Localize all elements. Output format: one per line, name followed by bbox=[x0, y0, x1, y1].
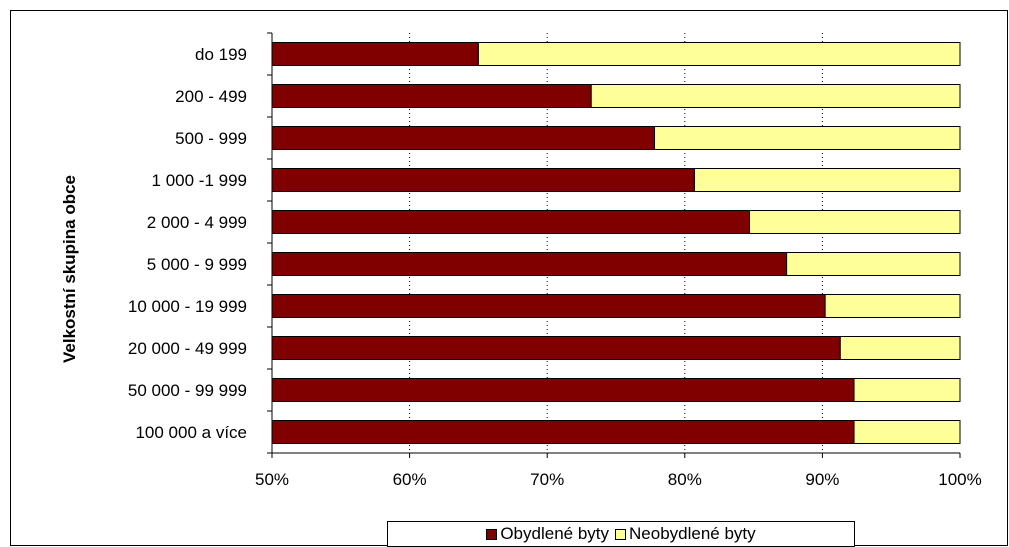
x-tick-label: 100% bbox=[938, 470, 981, 489]
bar-neobydlene bbox=[786, 252, 961, 276]
x-tick-label: 80% bbox=[668, 470, 702, 489]
chart-frame: do 199 200 - 499 500 - 999 1 000 -1 999 2 00… bbox=[10, 10, 1008, 547]
bars bbox=[271, 42, 961, 444]
category-label: 2 000 - 4 999 bbox=[147, 213, 247, 232]
legend-label-obydlene: Obydlené byty bbox=[500, 524, 610, 543]
bar-neobydlene bbox=[824, 294, 961, 318]
x-tick-label: 50% bbox=[255, 470, 289, 489]
x-tick-label: 70% bbox=[530, 470, 564, 489]
x-tick-label: 90% bbox=[805, 470, 839, 489]
legend-label-neobydlene: Neobydlené byty bbox=[629, 524, 756, 543]
legend-item-neobydlene: Neobydlené byty bbox=[615, 524, 756, 544]
bar-obydlene bbox=[271, 84, 592, 108]
bar-obydlene bbox=[271, 42, 479, 66]
category-label: 10 000 - 19 999 bbox=[128, 297, 247, 316]
bar-neobydlene bbox=[839, 336, 961, 360]
category-label: 100 000 a více bbox=[135, 423, 247, 442]
x-tick-label: 60% bbox=[393, 470, 427, 489]
bar-neobydlene bbox=[853, 420, 961, 444]
bar-obydlene bbox=[271, 252, 788, 276]
bar-neobydlene bbox=[748, 210, 961, 234]
category-label: 500 - 999 bbox=[175, 129, 247, 148]
bar-obydlene bbox=[271, 294, 826, 318]
legend: Obydlené byty Neobydlené byty bbox=[387, 521, 855, 547]
axes bbox=[267, 32, 961, 458]
category-label: do 199 bbox=[195, 45, 247, 64]
bar-neobydlene bbox=[477, 42, 961, 66]
legend-swatch-neobydlene bbox=[615, 528, 627, 540]
bar-obydlene bbox=[271, 336, 841, 360]
legend-item-obydlene: Obydlené byty bbox=[486, 524, 609, 544]
bar-neobydlene bbox=[853, 378, 961, 402]
bar-obydlene bbox=[271, 210, 750, 234]
category-label: 1 000 -1 999 bbox=[152, 171, 247, 190]
bar-obydlene bbox=[271, 378, 855, 402]
bar-obydlene bbox=[271, 420, 855, 444]
category-label: 5 000 - 9 999 bbox=[147, 255, 247, 274]
category-labels: do 199 200 - 499 500 - 999 1 000 -1 999 2 00… bbox=[128, 45, 247, 442]
bar-neobydlene bbox=[693, 168, 961, 192]
bar-obydlene bbox=[271, 126, 656, 150]
bar-neobydlene bbox=[590, 84, 961, 108]
y-axis-label: Velkostní skupina obce bbox=[60, 175, 79, 363]
category-label: 20 000 - 49 999 bbox=[128, 339, 247, 358]
category-label: 50 000 - 99 999 bbox=[128, 381, 247, 400]
category-label: 200 - 499 bbox=[175, 87, 247, 106]
bar-neobydlene bbox=[654, 126, 961, 150]
tick-labels: 50% 60% 70% 80% 90% 100% bbox=[255, 470, 982, 489]
legend-swatch-obydlene bbox=[486, 528, 498, 540]
bar-chart: do 199 200 - 499 500 - 999 1 000 -1 999 2 00… bbox=[60, 32, 982, 489]
bar-obydlene bbox=[271, 168, 695, 192]
